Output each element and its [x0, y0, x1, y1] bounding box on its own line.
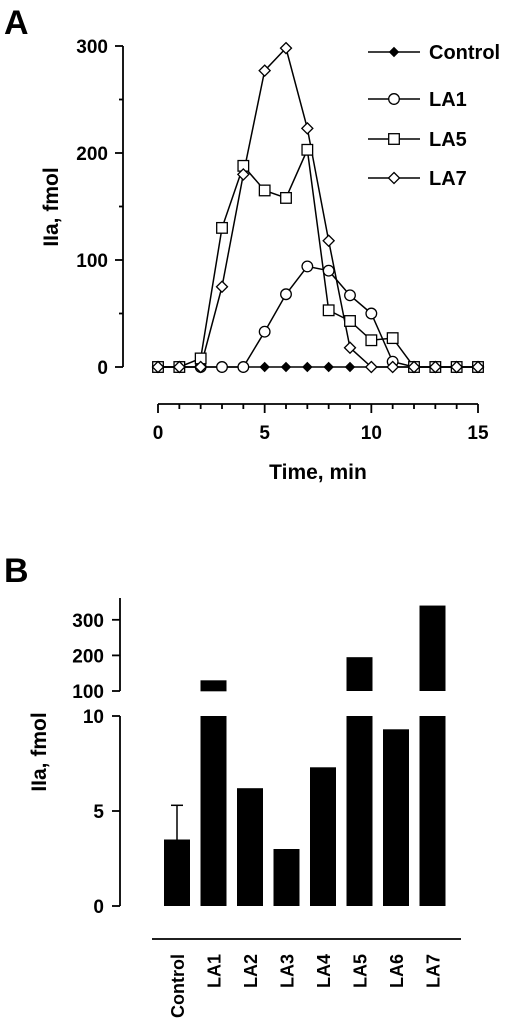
data-point-la1 — [365, 307, 378, 320]
y-tick-label: 5 — [93, 802, 104, 823]
series-line-la7 — [158, 46, 478, 368]
y-tick-label: 0 — [97, 358, 108, 379]
data-point-la5 — [280, 191, 292, 204]
data-point-la1 — [258, 325, 271, 338]
data-point-la5 — [365, 334, 378, 347]
data-point-la7 — [236, 167, 250, 181]
data-point-la5 — [344, 315, 356, 327]
data-point-la7 — [364, 360, 378, 374]
legend-label: LA1 — [429, 89, 467, 111]
data-point-la1 — [216, 361, 228, 373]
data-point-control — [302, 361, 313, 373]
data-point-la1 — [280, 288, 292, 301]
panel-b-label: B — [4, 552, 29, 590]
bar-la7-upper — [419, 605, 446, 691]
y-tick-label: 100 — [76, 251, 108, 272]
legend-marker — [388, 93, 400, 105]
legend-marker — [388, 46, 400, 58]
data-point-control — [323, 361, 334, 373]
x-tick-label-control: Control — [168, 954, 188, 1018]
panel-a-plot: 0 100 200 300 0 5 10 15 Control LA1 LA5 LA7 — [76, 37, 500, 444]
data-point-la7 — [407, 360, 421, 374]
y-tick-label: 200 — [76, 144, 108, 165]
bar-la7 — [419, 716, 446, 906]
x-tick-label-la4: LA4 — [314, 954, 334, 988]
bar-la1-upper — [200, 680, 227, 692]
data-point-la5 — [258, 184, 271, 197]
data-point-la7 — [151, 360, 165, 374]
data-point-la7 — [322, 234, 336, 248]
x-tick-label: 15 — [467, 423, 489, 444]
x-tick-label: 10 — [361, 423, 382, 444]
y-tick-label: 10 — [83, 707, 104, 728]
y-tick-label: 200 — [72, 646, 104, 667]
data-point-la7 — [172, 360, 186, 374]
data-point-la7 — [300, 121, 314, 135]
legend-label: LA5 — [429, 129, 467, 151]
bar-control — [164, 839, 190, 906]
bar-la2 — [237, 788, 263, 906]
data-point-control — [280, 361, 292, 373]
legend-marker — [388, 133, 400, 145]
y-tick-label: 300 — [76, 37, 108, 58]
y-tick-label: 300 — [72, 611, 104, 632]
data-point-control — [259, 361, 270, 373]
data-point-la7 — [428, 360, 442, 374]
data-point-la5 — [386, 332, 399, 345]
data-point-la7 — [279, 41, 293, 55]
y-tick-label: 100 — [72, 682, 104, 703]
data-point-la7 — [258, 64, 272, 78]
data-point-la7 — [386, 360, 400, 374]
legend-label: Control — [429, 42, 500, 64]
data-point-la1 — [301, 260, 314, 273]
data-point-la7 — [450, 360, 464, 374]
data-point-la5 — [322, 304, 335, 317]
panel-a-xlabel: Time, min — [269, 461, 367, 484]
bar-la3 — [273, 849, 300, 906]
bar-la5-upper — [346, 657, 373, 691]
data-point-la1 — [237, 361, 250, 373]
data-point-la5 — [301, 143, 314, 156]
x-tick-label-la6: LA6 — [387, 954, 407, 988]
legend-marker — [387, 171, 401, 185]
panel-a-ylabel: IIa, fmol — [40, 167, 63, 246]
panel-b-plot: 0 5 10 100 200 300 Control LA1 LA2 LA3 LA4 LA5 LA6 LA… — [72, 598, 461, 1018]
x-tick-label-la5: LA5 — [351, 954, 371, 988]
bar-la5 — [346, 716, 373, 906]
data-point-la7 — [215, 280, 229, 294]
x-tick-label-la3: LA3 — [278, 954, 298, 988]
data-point-la1 — [344, 289, 356, 302]
y-tick-label: 0 — [93, 897, 104, 918]
x-tick-label: 0 — [153, 423, 164, 444]
panel-b-ylabel: IIa, fmol — [28, 712, 51, 791]
panel-a-label: A — [4, 4, 29, 42]
bar-la1 — [200, 716, 227, 906]
data-point-la5 — [216, 221, 228, 234]
data-point-la7 — [471, 360, 485, 374]
legend-label: LA7 — [429, 168, 467, 190]
x-tick-label-la1: LA1 — [205, 954, 225, 988]
bar-la6 — [383, 729, 409, 906]
x-tick-label: 5 — [259, 423, 270, 444]
data-point-control — [344, 361, 356, 373]
data-point-la7 — [194, 360, 208, 374]
x-tick-label-la2: LA2 — [241, 954, 261, 988]
bar-la4 — [310, 767, 336, 906]
x-tick-label-la7: LA7 — [424, 954, 444, 988]
series-line-la1 — [158, 265, 478, 368]
data-point-la7 — [343, 341, 357, 355]
data-point-la1 — [322, 264, 335, 277]
